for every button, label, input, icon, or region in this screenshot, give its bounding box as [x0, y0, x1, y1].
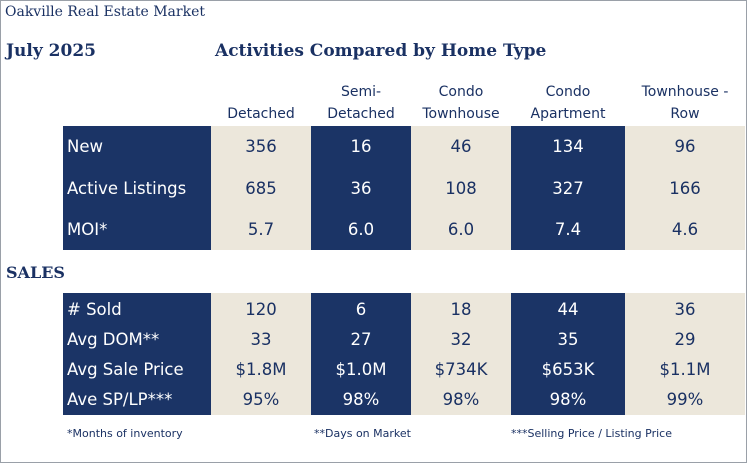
footnote-dom: **Days on Market: [314, 427, 411, 440]
report-month: July 2025: [6, 41, 96, 61]
row-label-avg-dom: Avg DOM**: [67, 329, 160, 349]
activity-condo-townhouse-column: [411, 126, 511, 250]
sales-detached-column: [211, 293, 311, 415]
cell-splp-condo-apartment: 98%: [549, 389, 587, 409]
cell-splp-condo-townhouse: 98%: [442, 389, 480, 409]
column-header-condo-apartment: Condo Apartment: [530, 84, 606, 122]
activity-semi-detached-column: [311, 126, 411, 250]
column-header-townhouse-row: Townhouse - Row: [641, 84, 729, 122]
cell-sold-condo-townhouse: 18: [450, 300, 472, 319]
cell-splp-townhouse-row: 99%: [666, 389, 704, 409]
row-label-avg-sale-price: Avg Sale Price: [67, 359, 184, 379]
cell-new-townhouse-row: 96: [674, 137, 696, 156]
sales-townhouse-row-column: [625, 293, 745, 415]
column-header-detached: Detached: [227, 106, 295, 122]
row-label-moi: MOI*: [67, 220, 108, 239]
sales-semi-detached-column: [311, 293, 411, 415]
cell-sold-condo-apartment: 44: [557, 300, 579, 319]
cell-price-condo-apartment: $653K: [541, 359, 595, 379]
activity-detached-column: [211, 126, 311, 250]
sales-label-column: [63, 293, 211, 415]
cell-splp-detached: 95%: [242, 389, 280, 409]
cell-active-detached: 685: [245, 178, 277, 198]
cell-active-condo-townhouse: 108: [445, 178, 477, 198]
cell-price-semi-detached: $1.0M: [335, 359, 387, 379]
cell-active-semi-detached: 36: [350, 178, 372, 198]
activity-townhouse-row-column: [625, 126, 745, 250]
cell-price-townhouse-row: $1.1M: [659, 359, 711, 379]
cell-splp-semi-detached: 98%: [342, 389, 380, 409]
column-header-condo-townhouse: Condo Townhouse: [422, 84, 500, 122]
sales-condo-townhouse-column: [411, 293, 511, 415]
column-header-semi-detached: Semi- Detached: [327, 84, 395, 122]
page-title: Activities Compared by Home Type: [215, 41, 547, 61]
cell-dom-townhouse-row: 29: [674, 329, 696, 349]
cell-moi-detached: 5.7: [247, 220, 275, 239]
cell-new-condo-apartment: 134: [552, 137, 584, 156]
activity-condo-apartment-column: [511, 126, 625, 250]
cell-active-condo-apartment: 327: [552, 178, 584, 198]
cell-sold-semi-detached: 6: [355, 300, 367, 319]
cell-price-condo-townhouse: $734K: [434, 359, 488, 379]
cell-moi-condo-apartment: 7.4: [554, 220, 582, 239]
cell-price-detached: $1.8M: [235, 359, 287, 379]
cell-dom-condo-apartment: 35: [557, 329, 579, 349]
cell-new-detached: 356: [245, 137, 277, 156]
cell-dom-condo-townhouse: 32: [450, 329, 472, 349]
footnote-moi: *Months of inventory: [67, 427, 183, 440]
activity-label-column: [63, 126, 211, 250]
cell-new-condo-townhouse: 46: [450, 137, 472, 156]
cell-dom-semi-detached: 27: [350, 329, 372, 349]
sales-condo-apartment-column: [511, 293, 625, 415]
cell-dom-detached: 33: [250, 329, 272, 349]
cell-sold-detached: 120: [245, 300, 277, 319]
row-label-sold: # Sold: [67, 300, 122, 319]
sales-heading: SALES: [6, 263, 65, 282]
report-source-title: Oakville Real Estate Market: [5, 4, 205, 20]
cell-active-townhouse-row: 166: [669, 178, 701, 198]
row-label-ave-sp-lp: Ave SP/LP***: [67, 389, 173, 409]
cell-moi-condo-townhouse: 6.0: [447, 220, 475, 239]
cell-new-semi-detached: 16: [350, 137, 372, 156]
cell-sold-townhouse-row: 36: [674, 300, 696, 319]
footnote-splp: ***Selling Price / Listing Price: [511, 427, 672, 440]
cell-moi-townhouse-row: 4.6: [671, 220, 699, 239]
row-label-active-listings: Active Listings: [67, 178, 187, 198]
row-label-new: New: [67, 137, 103, 156]
cell-moi-semi-detached: 6.0: [347, 220, 375, 239]
